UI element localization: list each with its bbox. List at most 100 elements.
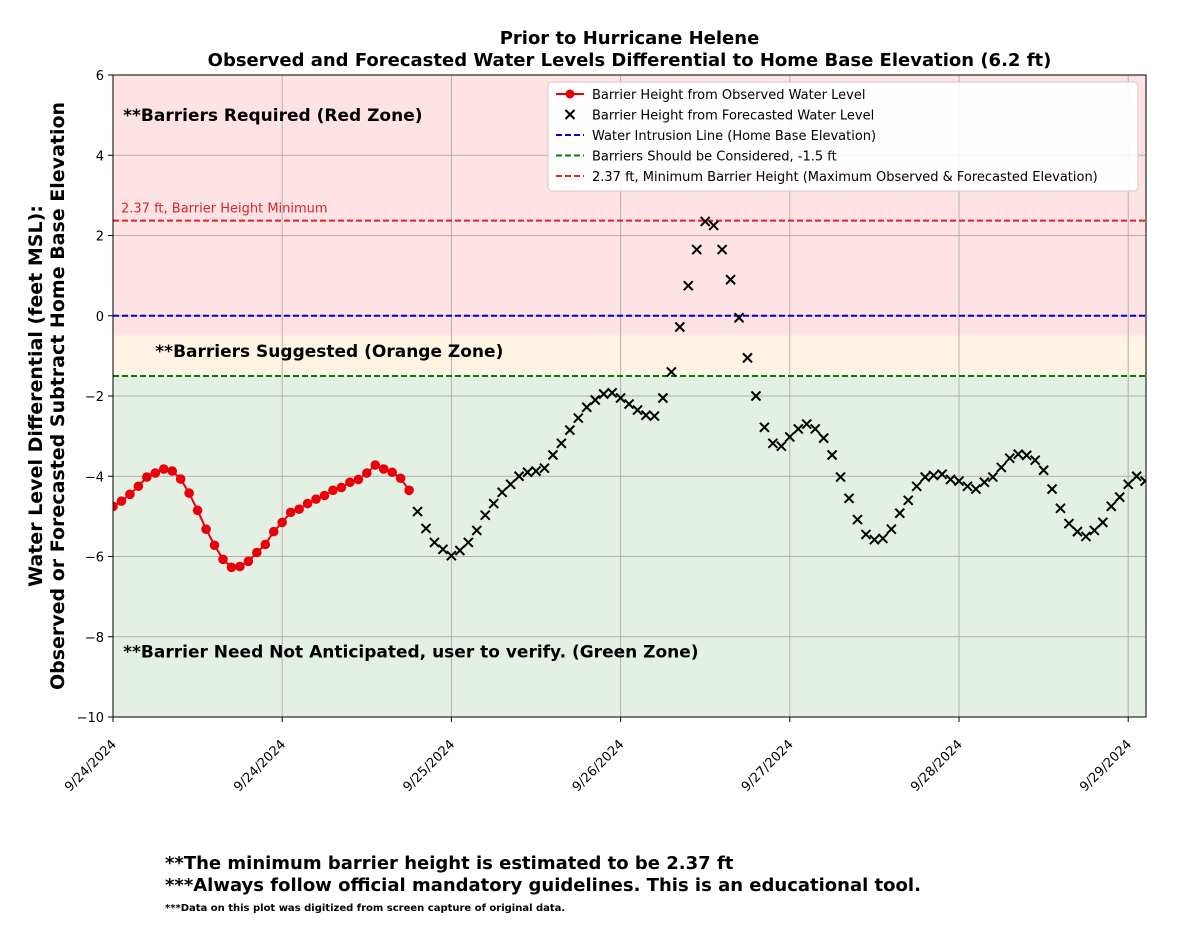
forecast-point-stroke — [987, 471, 999, 483]
legend-label: Barrier Height from Forecasted Water Lev… — [592, 109, 874, 124]
legend-label: Barrier Height from Observed Water Level — [592, 88, 865, 103]
forecast-point — [919, 471, 931, 483]
forecast-point-stroke — [657, 392, 669, 404]
forecast-point — [640, 410, 652, 421]
forecast-point-stroke — [623, 398, 635, 410]
forecast-point-stroke — [767, 438, 779, 449]
forecast-point — [776, 440, 787, 452]
forecast-point — [979, 477, 990, 488]
forecast-point — [674, 321, 686, 333]
forecast-point-stroke — [759, 422, 770, 433]
forecast-point-stroke — [606, 387, 618, 398]
y-tick-label: −10 — [77, 711, 104, 726]
forecast-point-stroke — [869, 534, 880, 545]
observed-point — [209, 540, 220, 551]
forecast-point-stroke — [1106, 501, 1117, 512]
forecast-point — [590, 394, 601, 406]
observed-point — [404, 485, 414, 496]
forecast-point — [725, 274, 736, 285]
y-tick-label: 6 — [96, 69, 104, 84]
forecast-point — [420, 523, 432, 534]
forecast-point-stroke — [725, 274, 736, 285]
forecast-point — [1004, 452, 1015, 464]
forecast-point — [809, 423, 821, 435]
forecast-point-stroke — [420, 523, 432, 534]
zone-green-label: **Barrier Need Not Anticipated, user to … — [123, 643, 698, 663]
forecast-point — [1122, 479, 1134, 490]
y-tick-label: 2 — [96, 230, 104, 245]
forecast-point — [970, 483, 982, 495]
legend-entry: Barrier Height from Observed Water Level — [556, 88, 865, 103]
forecast-point-stroke — [793, 423, 804, 435]
x-tick-label: 9/24/2024 — [231, 737, 289, 795]
forecast-point-stroke — [1046, 483, 1058, 495]
observed-point — [252, 547, 262, 558]
forecast-point-stroke — [860, 529, 872, 540]
forecast-point-stroke — [505, 479, 516, 490]
forecast-point — [1106, 501, 1117, 512]
forecast-point — [463, 537, 474, 548]
forecast-point-stroke — [1063, 518, 1075, 529]
forecast-point — [505, 479, 516, 490]
observed-point — [235, 561, 245, 572]
observed-point — [319, 490, 330, 501]
footer-note-minimum-height: **The minimum barrier height is estimate… — [165, 853, 734, 874]
y-tick-label: 4 — [96, 149, 104, 164]
observed-point — [184, 488, 194, 498]
observed-point — [387, 467, 397, 478]
forecast-point — [911, 481, 922, 492]
forecast-point-stroke — [573, 412, 584, 424]
forecast-point — [454, 545, 466, 556]
observed-point — [277, 517, 288, 528]
forecast-point — [1072, 526, 1083, 537]
observed-point — [125, 489, 135, 500]
observed-point — [268, 526, 279, 537]
forecast-point-stroke — [539, 463, 550, 474]
forecast-point-stroke — [835, 471, 846, 483]
legend-swatch-x — [564, 109, 576, 120]
forecast-point-stroke — [826, 449, 838, 461]
forecast-point — [716, 244, 728, 255]
forecast-point — [996, 462, 1007, 473]
forecast-point-stroke — [953, 475, 965, 487]
forecast-point-stroke — [691, 244, 702, 255]
forecast-point-stroke — [1131, 471, 1142, 482]
forecast-point-stroke — [699, 216, 711, 227]
forecast-point-stroke — [437, 544, 449, 555]
forecast-point-stroke — [979, 477, 990, 488]
forecast-point — [530, 465, 542, 477]
forecast-point — [496, 487, 508, 498]
forecast-point-stroke — [598, 388, 609, 400]
forecast-point-stroke — [843, 493, 855, 504]
observed-point — [192, 505, 203, 516]
forecast-point-stroke — [818, 432, 829, 444]
x-axis: 9/24/2024 9/24/2024 9/25/2024 9/26/2024 9/27… — [62, 717, 1135, 795]
observed-point — [378, 464, 389, 474]
forecast-point — [547, 449, 559, 461]
forecast-point — [488, 498, 499, 509]
forecast-point — [860, 529, 872, 540]
observed-point — [243, 556, 254, 567]
legend-entry: 2.37 ft, Minimum Barrier Height (Maximum… — [556, 170, 1098, 185]
footer-note-guidelines: ***Always follow official mandatory guid… — [165, 875, 921, 896]
zone-green-band — [113, 375, 1146, 717]
observed-point — [150, 468, 161, 478]
forecast-point-stroke — [429, 537, 440, 548]
forecast-point-stroke — [522, 467, 533, 478]
reference-line-label: 2.37 ft, Barrier Height Minimum — [121, 202, 328, 217]
observed-point — [328, 485, 338, 496]
forecast-point — [437, 544, 449, 555]
observed-point — [285, 507, 296, 518]
forecast-point — [801, 418, 812, 430]
forecast-point-stroke — [496, 487, 508, 498]
forecast-point-stroke — [666, 366, 677, 378]
forecast-point — [666, 366, 677, 378]
forecast-point-stroke — [1021, 450, 1032, 461]
observed-point — [311, 494, 321, 504]
forecast-point — [581, 402, 592, 413]
observed-point — [353, 474, 364, 485]
observed-point — [158, 464, 169, 474]
forecast-point — [826, 449, 838, 461]
forecast-point — [852, 514, 863, 525]
y-tick-label: −2 — [85, 390, 104, 405]
